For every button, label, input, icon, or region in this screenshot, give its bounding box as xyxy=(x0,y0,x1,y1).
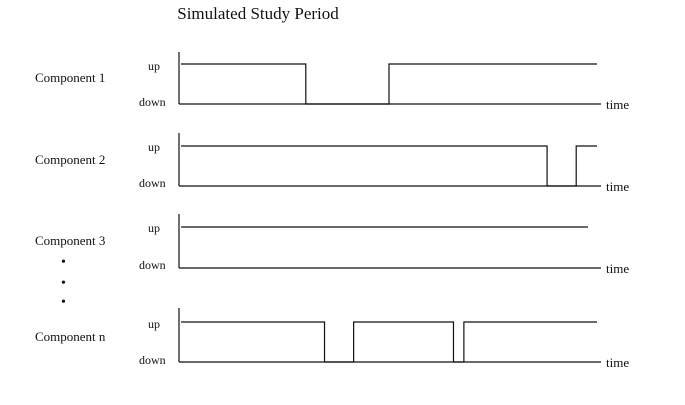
component-label: Component n xyxy=(35,329,106,344)
state-trace xyxy=(181,63,597,105)
component-row-2: Component 2 up down time xyxy=(35,133,629,194)
component-label: Component 3 xyxy=(35,233,105,248)
time-axis-label: time xyxy=(606,97,629,112)
state-down-label: down xyxy=(139,353,166,367)
state-down-label: down xyxy=(139,176,166,190)
state-trace xyxy=(181,145,597,187)
state-down-label: down xyxy=(139,258,166,272)
component-row-3: Component 3 up down time xyxy=(35,214,629,276)
component-label: Component 1 xyxy=(35,70,105,85)
state-down-label: down xyxy=(139,95,166,109)
state-up-label: up xyxy=(148,317,160,331)
diagram-title: Simulated Study Period xyxy=(177,4,339,23)
state-up-label: up xyxy=(148,140,160,154)
component-label: Component 2 xyxy=(35,152,105,167)
state-up-label: up xyxy=(148,221,160,235)
time-axis-label: time xyxy=(606,355,629,370)
component-row-n: Component n up down time xyxy=(35,308,629,370)
state-up-label: up xyxy=(148,59,160,73)
component-row-1: Component 1 up down time xyxy=(35,52,629,112)
time-axis-label: time xyxy=(606,261,629,276)
state-trace xyxy=(181,321,597,363)
time-axis-label: time xyxy=(606,179,629,194)
ellipsis-dot: • xyxy=(61,255,66,270)
ellipsis-dot: • xyxy=(61,276,66,291)
ellipsis-dot: • xyxy=(61,295,66,310)
